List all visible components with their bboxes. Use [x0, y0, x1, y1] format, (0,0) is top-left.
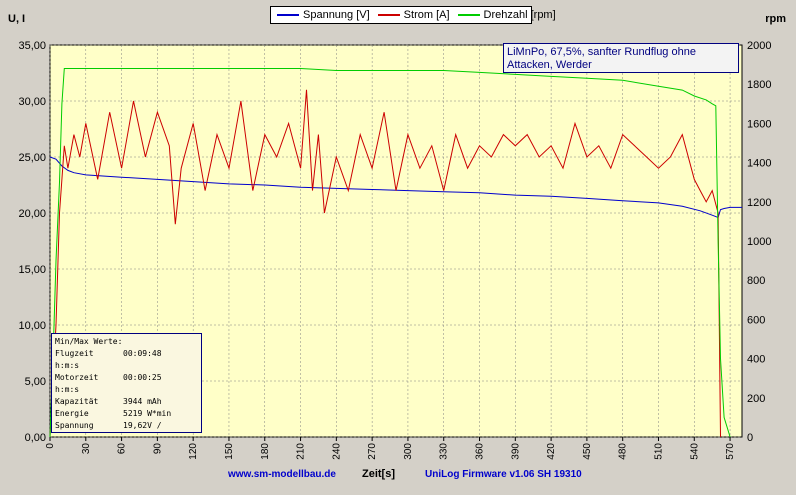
minmax-box: Min/Max Werte: Flugzeit 00:09:48 h:m:s Mo… — [51, 333, 202, 433]
minmax-row: Kapazität 3944 mAh — [55, 396, 198, 408]
legend-item-drehzahl: Drehzahl [rpm] — [457, 9, 556, 21]
x-tick-label: 150 — [224, 443, 235, 460]
x-tick-label: 420 — [546, 443, 557, 460]
x-tick-label: 240 — [331, 443, 342, 460]
y-left-axis-label: U, I — [8, 13, 26, 25]
minmax-key: h:m:s — [55, 361, 80, 370]
minmax-row: h:m:s — [55, 384, 198, 396]
legend-label-strom: Strom [A] — [403, 9, 450, 21]
legend: Spannung [V] Strom [A] Drehzahl [rpm] — [270, 6, 556, 24]
legend-label-drehzahl: Drehzahl [rpm] — [483, 9, 556, 21]
minmax-key: Flugzeit — [55, 349, 94, 358]
y-right-tick-label: 1000 — [747, 236, 771, 248]
y-right-tick-label: 1800 — [747, 79, 771, 91]
y-left-tick-label: 10,00 — [18, 320, 46, 332]
x-tick-label: 510 — [653, 443, 664, 460]
y-left-axis-ticks: 0,00 5,00 10,00 15,00 20,00 25,00 30,00 35,00 — [18, 40, 46, 444]
y-left-tick-label: 0,00 — [25, 432, 46, 444]
x-tick-label: 120 — [188, 443, 199, 460]
minmax-row: h:m:s — [55, 360, 198, 372]
x-tick-label: 540 — [689, 443, 700, 460]
x-axis-label: Zeit[s] — [362, 468, 395, 480]
minmax-value: 5219 W*min — [123, 409, 172, 418]
minmax-value: 00:09:48 — [123, 349, 162, 358]
y-right-axis-label: rpm — [765, 13, 786, 25]
x-tick-label: 270 — [367, 443, 378, 460]
y-left-tick-label: 25,00 — [18, 152, 46, 164]
minmax-value: 00:00:25 — [123, 373, 162, 382]
minmax-key: Spannung — [55, 421, 94, 430]
y-right-tick-label: 2000 — [747, 40, 771, 52]
y-right-tick-label: 1200 — [747, 197, 771, 209]
series-line-spannung — [49, 156, 742, 219]
legend-swatch-strom — [377, 14, 400, 16]
series-line-drehzahl — [49, 68, 731, 438]
y-left-tick-label: 15,00 — [18, 264, 46, 276]
y-left-tick-label: 30,00 — [18, 96, 46, 108]
footer-website: www.sm-modellbau.de — [228, 469, 336, 480]
minmax-key: Energie — [55, 409, 89, 418]
legend-item-strom: Strom [A] — [377, 9, 450, 21]
x-tick-label: 570 — [725, 443, 736, 460]
minmax-row: Spannung 19,62V / — [55, 420, 198, 432]
series-lines — [49, 68, 742, 438]
y-right-tick-label: 1600 — [747, 118, 771, 130]
y-left-tick-label: 5,00 — [25, 376, 46, 388]
legend-label-spannung: Spannung [V] — [303, 9, 370, 21]
x-tick-label: 30 — [81, 443, 92, 455]
minmax-value: 19,62V / — [123, 421, 162, 430]
minmax-row: Motorzeit 00:00:25 — [55, 372, 198, 384]
minmax-title: Min/Max Werte: — [55, 337, 123, 346]
x-axis-ticks: 0 30 60 90 120 150 180 210 240 270 300 330 360 390 420… — [45, 437, 736, 460]
minmax-row: Energie 5219 W*min — [55, 408, 198, 420]
x-tick-label: 480 — [618, 443, 629, 460]
series-line-strom — [49, 89, 721, 438]
x-tick-label: 180 — [260, 443, 271, 460]
y-left-tick-label: 35,00 — [18, 40, 46, 52]
x-tick-label: 60 — [117, 443, 128, 455]
minmax-key: Kapazität — [55, 397, 99, 406]
y-right-tick-label: 200 — [747, 393, 765, 405]
y-right-tick-label: 1400 — [747, 158, 771, 170]
legend-swatch-drehzahl — [457, 14, 480, 16]
y-right-tick-label: 800 — [747, 275, 765, 287]
x-tick-label: 330 — [439, 443, 450, 460]
x-tick-label: 0 — [45, 443, 56, 449]
minmax-key: Motorzeit — [55, 373, 99, 382]
x-tick-label: 450 — [582, 443, 593, 460]
x-tick-label: 210 — [296, 443, 307, 460]
x-tick-label: 90 — [152, 443, 163, 455]
minmax-key: h:m:s — [55, 385, 80, 394]
x-tick-label: 360 — [475, 443, 486, 460]
x-tick-label: 300 — [403, 443, 414, 460]
y-right-tick-label: 600 — [747, 314, 765, 326]
minmax-value: 3944 mAh — [123, 397, 162, 406]
legend-swatch-spannung — [277, 14, 299, 16]
y-right-tick-label: 0 — [747, 432, 753, 444]
y-right-axis-ticks: 0 200 400 600 800 1000 1200 1400 1600 1800 2000 — [747, 40, 771, 444]
y-left-tick-label: 20,00 — [18, 208, 46, 220]
footer-firmware: UniLog Firmware v1.06 SH 19310 — [425, 469, 582, 480]
annotation-box: LiMnPo, 67,5%, sanfter Rundflug ohne Att… — [503, 43, 739, 73]
legend-item-spannung: Spannung [V] — [277, 9, 370, 21]
x-tick-label: 390 — [510, 443, 521, 460]
minmax-row: Flugzeit 00:09:48 — [55, 348, 198, 360]
y-right-tick-label: 400 — [747, 354, 765, 366]
